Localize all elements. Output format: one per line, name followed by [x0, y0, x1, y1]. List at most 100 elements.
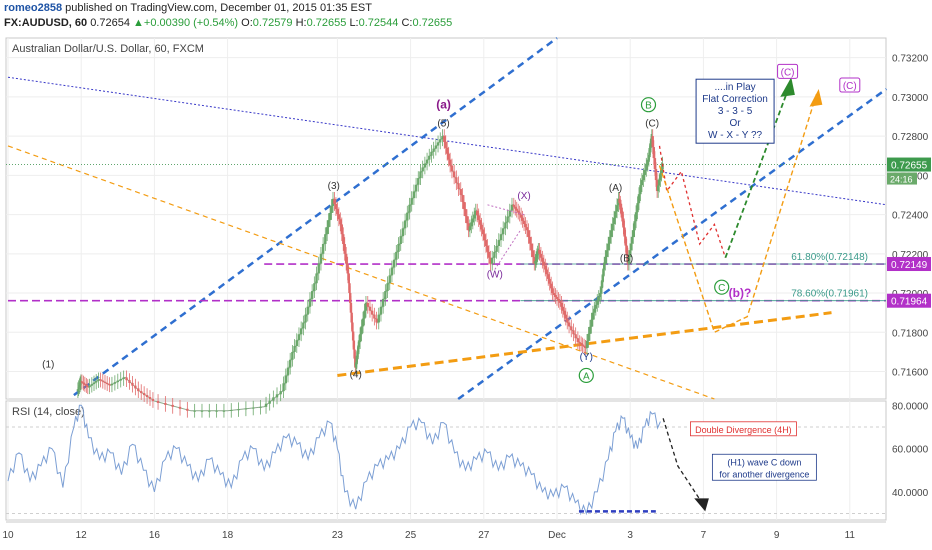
candle-body [646, 159, 649, 165]
candle-body [434, 145, 438, 149]
candle-body [178, 406, 182, 409]
symbol-label: FX:AUDUSD, 60 [4, 17, 88, 29]
orange-arrow-head [809, 89, 823, 107]
candle-body [348, 283, 351, 294]
candle-body [647, 154, 651, 160]
candle-body [530, 243, 533, 251]
candle-body [603, 263, 606, 270]
candle-body [351, 322, 354, 332]
candle-body [493, 251, 496, 258]
candle-body [601, 275, 604, 282]
candle-body [137, 388, 140, 392]
time-tick-label: 16 [149, 530, 161, 541]
chart-header: romeo2858 published on TradingView.com, … [0, 0, 932, 36]
wave-label: (a) [436, 98, 451, 112]
candle-body [596, 300, 599, 305]
candle-body [594, 304, 597, 309]
candle-body [145, 395, 149, 398]
candle-body [82, 382, 85, 384]
candle-body [384, 291, 387, 299]
candle-body [351, 331, 355, 341]
candle-body [620, 210, 623, 215]
wave-label: (B) [620, 254, 633, 265]
time-tick-label: 18 [222, 530, 234, 541]
fib-price-tag [887, 293, 931, 308]
candle-body [628, 250, 632, 257]
candle-body [459, 189, 462, 195]
candle-body [549, 283, 553, 289]
candle-body [501, 228, 505, 235]
candle-body [473, 214, 476, 219]
candle-body [103, 381, 107, 383]
candle-body [587, 333, 590, 341]
candle-body [252, 407, 255, 409]
rsi-tick-label: 40.0000 [892, 488, 929, 499]
candle-body [282, 383, 285, 392]
candle-body [291, 351, 294, 360]
note-line: W - X - Y ?? [708, 130, 763, 141]
wave-label: (X) [517, 191, 530, 202]
candle-body [142, 393, 146, 396]
green-arrow-head [780, 77, 795, 97]
target-box [839, 77, 861, 93]
candle-body [88, 385, 91, 388]
candle-body [237, 409, 240, 411]
candle-body [110, 383, 114, 386]
candle-body [584, 346, 587, 348]
upper-channel-line [73, 36, 558, 397]
candle-body [639, 185, 642, 195]
candle-body [86, 386, 89, 388]
candle-body [534, 258, 538, 261]
candle-body [436, 142, 440, 146]
candle-body [95, 380, 98, 383]
candle-body [85, 384, 88, 387]
author-name[interactable]: romeo2858 [4, 2, 63, 14]
candle-body [615, 205, 619, 212]
candle-body [506, 216, 509, 223]
candle-body [582, 345, 586, 347]
candle-body [618, 198, 621, 203]
fib-price-tag [887, 257, 931, 272]
time-tick-label: 12 [76, 530, 88, 541]
candle-body [344, 253, 348, 264]
rsi-tick-label: 60.0000 [892, 445, 929, 456]
candle-body [491, 257, 494, 264]
quote-line: FX:AUDUSD, 60 0.72654 ▲+0.00390 (+0.54%)… [4, 17, 452, 29]
candle-body [578, 342, 581, 344]
candle-body [222, 410, 226, 412]
candle-body [78, 385, 81, 388]
candle-body [542, 261, 546, 266]
high-value: 0.72655 [306, 17, 347, 29]
open-label: O: [241, 17, 253, 29]
candle-body [441, 136, 444, 140]
candle-body [208, 410, 211, 412]
candle-body [275, 394, 279, 398]
candle-body [108, 384, 111, 386]
note-line: Or [730, 118, 742, 129]
candle-body [347, 273, 350, 284]
wave-circle-label: B [645, 101, 652, 112]
candle-body [609, 230, 613, 237]
low-label: L: [349, 17, 359, 29]
wave-label: (b)? [729, 286, 752, 300]
candle-body [600, 281, 604, 288]
candle-body [614, 211, 617, 218]
candle-body [421, 167, 424, 172]
candle-body [465, 216, 469, 224]
candle-body [508, 210, 511, 217]
annotation-box [711, 453, 817, 481]
candle-body [324, 234, 327, 245]
chart-title: Australian Dollar/U.S. Dollar, 60, FXCM [12, 43, 204, 55]
candle-body [514, 206, 517, 209]
candle-body [321, 244, 325, 254]
candle-body [77, 387, 80, 390]
price-tick-label: 0.71800 [892, 328, 929, 339]
candle-body [356, 352, 359, 358]
candle-body [333, 198, 336, 204]
candle-body [156, 400, 160, 403]
candle-body [629, 243, 633, 251]
candle-body [339, 219, 342, 225]
candle-body [364, 302, 368, 311]
candle-body [555, 296, 559, 299]
